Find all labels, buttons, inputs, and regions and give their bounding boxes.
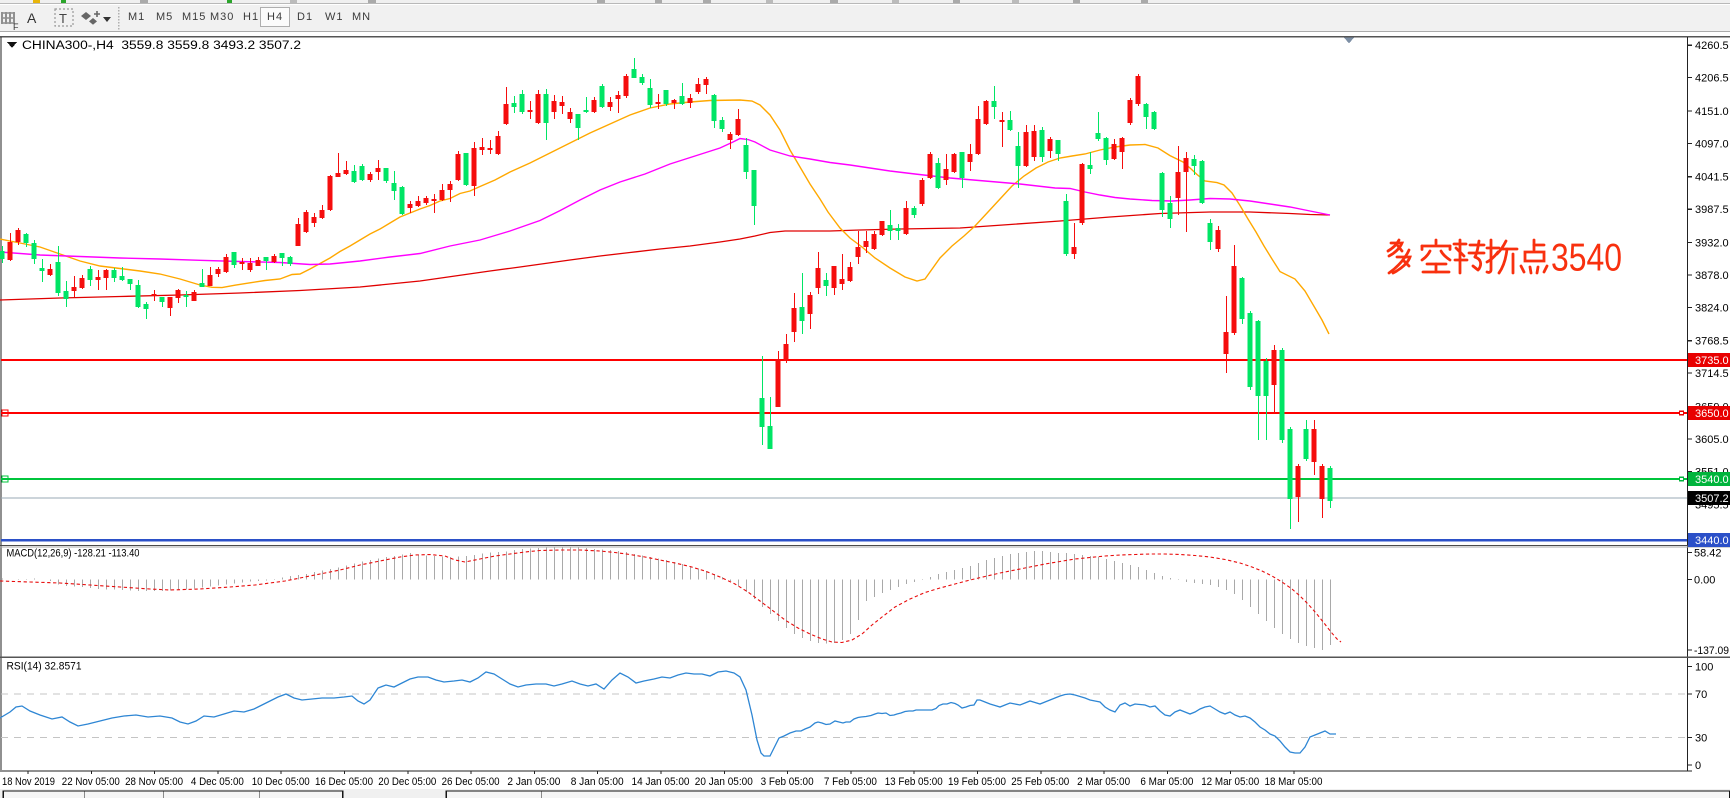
svg-text:0: 0 <box>1695 760 1701 772</box>
svg-text:3932.0: 3932.0 <box>1695 238 1729 250</box>
svg-text:100: 100 <box>1695 661 1713 673</box>
svg-text:3824.0: 3824.0 <box>1695 302 1729 314</box>
svg-text:4 Dec 05:00: 4 Dec 05:00 <box>191 776 244 788</box>
svg-text:-137.09: -137.09 <box>1694 645 1729 657</box>
svg-text:4206.5: 4206.5 <box>1695 73 1729 85</box>
svg-text:3878.0: 3878.0 <box>1695 270 1729 282</box>
svg-text:3714.5: 3714.5 <box>1695 368 1729 380</box>
svg-text:2 Mar 05:00: 2 Mar 05:00 <box>1077 776 1130 788</box>
svg-text:28 Nov 05:00: 28 Nov 05:00 <box>125 776 183 788</box>
svg-text:3440.0: 3440.0 <box>1695 535 1729 547</box>
svg-text:58.42: 58.42 <box>1694 547 1722 559</box>
svg-text:20 Dec 05:00: 20 Dec 05:00 <box>378 776 436 788</box>
svg-text:10 Dec 05:00: 10 Dec 05:00 <box>252 776 310 788</box>
svg-text:3768.5: 3768.5 <box>1695 336 1729 348</box>
svg-text:20 Jan 05:00: 20 Jan 05:00 <box>695 776 753 788</box>
svg-text:22 Nov 05:00: 22 Nov 05:00 <box>62 776 120 788</box>
svg-text:3540: 3540 <box>1551 237 1622 280</box>
svg-text:F: F <box>13 22 19 32</box>
svg-text:4097.0: 4097.0 <box>1695 138 1729 150</box>
svg-text:16 Dec 05:00: 16 Dec 05:00 <box>315 776 373 788</box>
svg-text:3540.0: 3540.0 <box>1695 474 1729 486</box>
svg-text:3 Feb 05:00: 3 Feb 05:00 <box>761 776 814 788</box>
svg-text:0.00: 0.00 <box>1694 574 1715 586</box>
svg-text:T: T <box>59 11 67 26</box>
svg-text:12 Mar 05:00: 12 Mar 05:00 <box>1201 776 1259 788</box>
svg-text:8 Jan 05:00: 8 Jan 05:00 <box>571 776 624 788</box>
svg-text:18 Mar 05:00: 18 Mar 05:00 <box>1265 776 1323 788</box>
svg-text:2 Jan 05:00: 2 Jan 05:00 <box>507 776 560 788</box>
svg-text:3507.2: 3507.2 <box>1695 493 1729 505</box>
svg-text:3987.5: 3987.5 <box>1695 204 1729 216</box>
svg-text:MACD(12,26,9) -128.21 -113.40: MACD(12,26,9) -128.21 -113.40 <box>7 548 140 560</box>
svg-text:4260.5: 4260.5 <box>1695 40 1729 52</box>
svg-text:18 Nov 2019: 18 Nov 2019 <box>2 776 55 788</box>
svg-text:19 Feb 05:00: 19 Feb 05:00 <box>948 776 1006 788</box>
svg-text:30: 30 <box>1695 732 1707 744</box>
svg-text:4041.5: 4041.5 <box>1695 172 1729 184</box>
svg-text:CHINA300-,H4 3559.8 3559.8 34: CHINA300-,H4 3559.8 3559.8 3493.2 3507.2 <box>22 40 301 52</box>
svg-text:RSI(14) 32.8571: RSI(14) 32.8571 <box>7 661 82 673</box>
svg-text:3605.0: 3605.0 <box>1695 434 1729 446</box>
svg-text:4151.0: 4151.0 <box>1695 106 1729 118</box>
svg-text:3650.0: 3650.0 <box>1695 408 1729 420</box>
svg-text:26 Dec 05:00: 26 Dec 05:00 <box>442 776 500 788</box>
svg-text:25 Feb 05:00: 25 Feb 05:00 <box>1011 776 1069 788</box>
svg-text:7 Feb 05:00: 7 Feb 05:00 <box>824 776 877 788</box>
svg-text:3735.0: 3735.0 <box>1695 355 1729 367</box>
svg-text:6 Mar 05:00: 6 Mar 05:00 <box>1140 776 1193 788</box>
svg-text:14 Jan 05:00: 14 Jan 05:00 <box>632 776 690 788</box>
svg-text:70: 70 <box>1695 689 1707 701</box>
svg-text:13 Feb 05:00: 13 Feb 05:00 <box>885 776 943 788</box>
